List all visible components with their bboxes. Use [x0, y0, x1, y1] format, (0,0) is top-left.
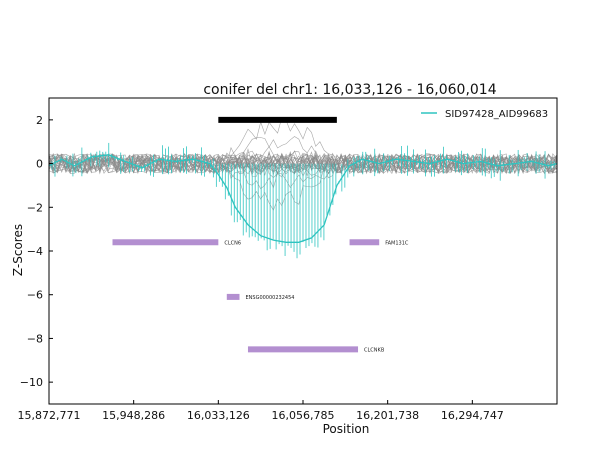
background-sample-line	[48, 136, 558, 175]
background-sample-line	[48, 151, 558, 174]
x-tick-label: 16,033,126	[187, 409, 250, 422]
x-tick-label: 15,872,771	[18, 409, 81, 422]
y-axis-label: Z-Scores	[11, 224, 25, 276]
gene-bar	[349, 239, 380, 246]
gene-label: CLCNKB	[364, 347, 385, 353]
legend: SID97428_AID99683	[421, 109, 548, 120]
y-tick-label: −10	[20, 376, 43, 389]
gene-bar	[226, 293, 240, 300]
y-tick-label: −2	[27, 201, 43, 214]
x-axis-label: Position	[323, 422, 370, 436]
chart-title: conifer del chr1: 16,033,126 - 16,060,01…	[203, 82, 496, 98]
gene-label: FAM131C	[385, 240, 409, 246]
gene-bar	[112, 239, 219, 246]
genes: CLCN6 FAM131C ENSG00000232454 CLCNKB	[112, 239, 409, 353]
x-tick-label: 16,056,785	[272, 409, 335, 422]
background-sample-line	[48, 153, 558, 175]
legend-label: SID97428_AID99683	[445, 109, 548, 120]
gene-label: CLCN6	[224, 240, 241, 246]
y-tick-label: 0	[36, 158, 43, 171]
background-sample-line	[48, 153, 558, 175]
y-tick-label: 2	[36, 114, 43, 127]
y-tick-label: −4	[27, 245, 43, 258]
y-tick-label: −8	[27, 332, 43, 345]
x-tick-label: 16,201,738	[356, 409, 419, 422]
x-tick-label: 15,948,286	[102, 409, 165, 422]
background-sample-line	[48, 153, 558, 175]
x-axis: 15,872,771 15,948,286 16,033,126 16,056,785…	[18, 400, 504, 422]
x-tick-label: 16,294,747	[441, 409, 504, 422]
gene-bar	[247, 346, 359, 353]
y-axis: 2 0 −2 −4 −6 −8 −10	[20, 114, 53, 389]
y-tick-label: −6	[27, 289, 43, 302]
plot-area: CLCN6 FAM131C ENSG00000232454 CLCNKB	[48, 97, 558, 405]
highlighted-sample-line	[48, 154, 558, 243]
gene-label: ENSG00000232454	[246, 295, 295, 301]
plot-frame	[48, 97, 558, 405]
